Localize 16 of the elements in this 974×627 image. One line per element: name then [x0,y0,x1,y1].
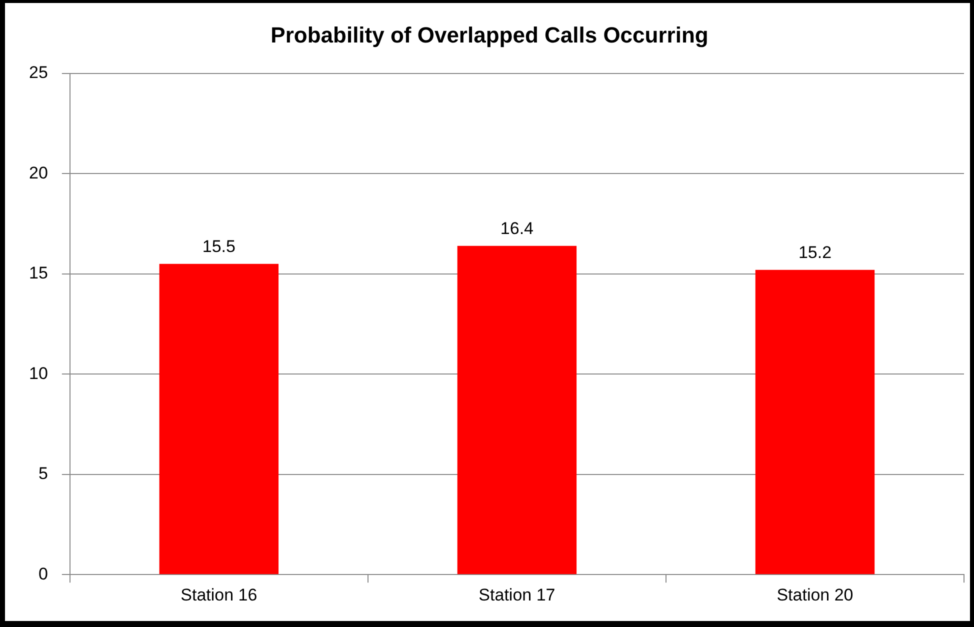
chart-title: Probability of Overlapped Calls Occurring [270,22,708,48]
data-label: 15.5 [202,237,236,256]
bar [159,264,279,574]
data-label: 15.2 [798,243,832,262]
y-tick-label: 5 [38,464,48,484]
data-label: 16.4 [500,219,534,238]
x-tick-label: Station 16 [180,585,258,604]
bar [457,246,577,574]
y-tick-label: 15 [28,264,48,283]
x-tick-label: Station 20 [776,585,854,604]
y-tick-label: 10 [28,364,48,383]
y-tick-label: 25 [28,63,48,82]
x-tick-label: Station 17 [478,585,556,604]
y-tick-label: 20 [28,163,48,182]
y-tick-label: 0 [38,564,48,584]
bar [755,270,875,574]
